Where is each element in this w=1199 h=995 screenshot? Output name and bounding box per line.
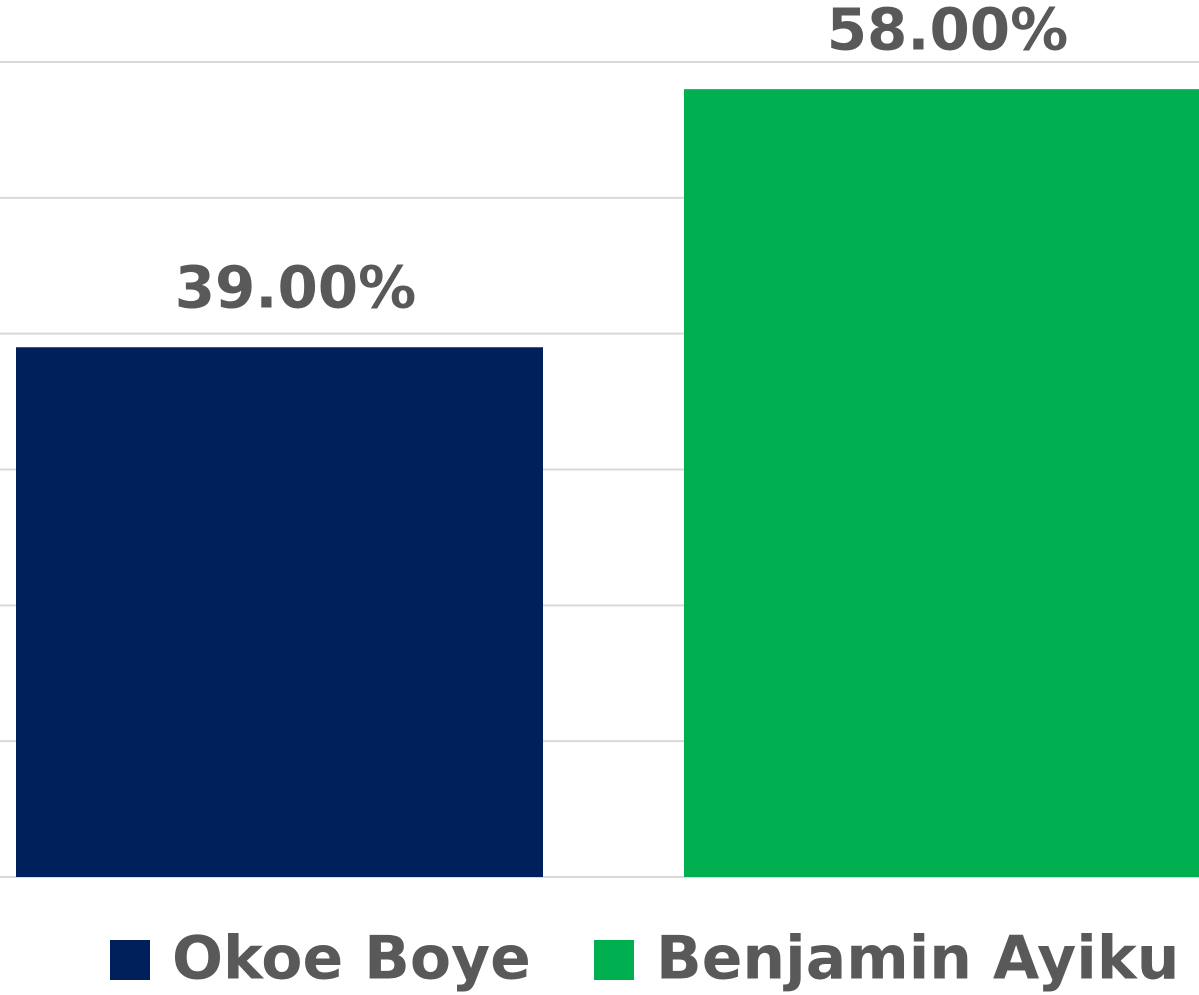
legend-swatch <box>594 940 634 980</box>
legend-swatch <box>110 940 150 980</box>
bar <box>684 89 1199 877</box>
legend-label: Okoe Boye <box>172 924 531 994</box>
bar <box>16 347 543 877</box>
data-label: 58.00% <box>827 0 1069 63</box>
data-label: 39.00% <box>175 253 417 321</box>
legend-label: Benjamin Ayiku <box>656 924 1179 994</box>
